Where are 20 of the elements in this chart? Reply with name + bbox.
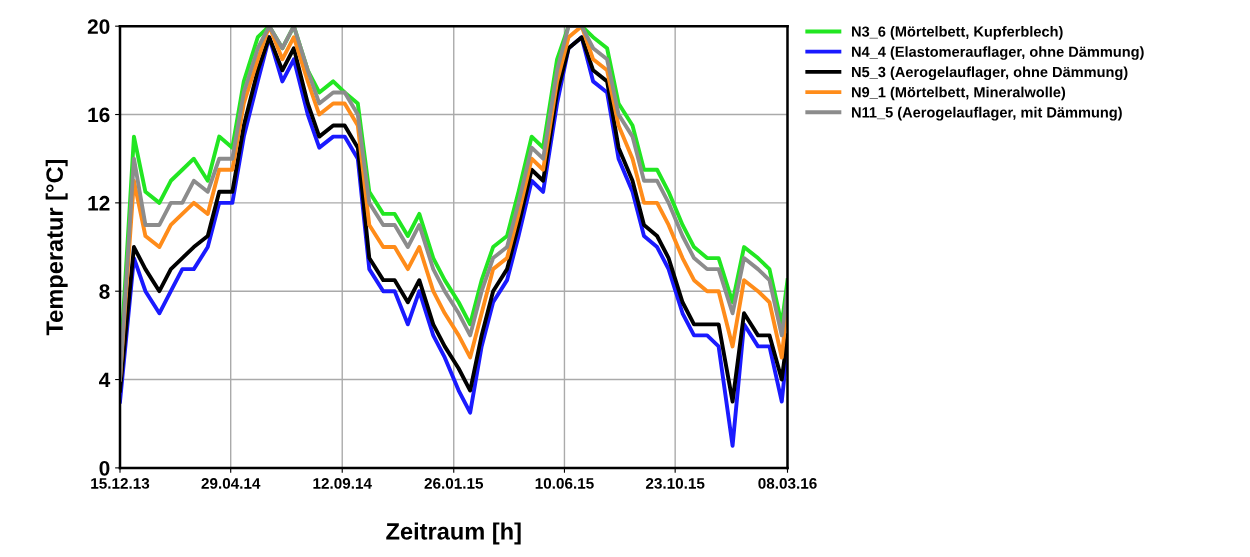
legend-label: N3_6 (Mörtelbett, Kupferblech) [852, 26, 1063, 40]
x-tick-label: 29.04.14 [201, 478, 261, 489]
legend-label: N4_4 (Elastomerauflager, ohne Dämmung) [852, 46, 1144, 60]
y-axis-title: Temperatur [°C] [45, 159, 68, 336]
x-tick-label: 23.10.15 [645, 478, 705, 489]
legend-label: N5_3 (Aerogelauflager, ohne Dämmung) [852, 66, 1128, 81]
legend-label: N11_5 (Aerogelauflager, mit Dämmung) [852, 106, 1122, 121]
legend-label: N9_1 (Mörtelbett, Mineralwolle) [852, 86, 1066, 101]
y-tick-label: 12 [88, 195, 110, 211]
y-tick-label: 0 [99, 460, 110, 476]
x-tick-label: 26.01.15 [424, 478, 484, 489]
x-axis-title: Zeitraum [h] [386, 522, 521, 545]
x-tick-label: 12.09.14 [313, 478, 372, 489]
x-tick-label: 10.06.15 [535, 478, 594, 489]
y-tick-label: 16 [88, 107, 110, 123]
x-tick-label: 08.03.16 [758, 478, 817, 489]
y-tick-label: 4 [99, 372, 111, 388]
y-tick-label: 8 [99, 284, 110, 299]
x-tick-label: 15.12.13 [91, 478, 150, 489]
y-tick-label: 20 [87, 19, 110, 34]
